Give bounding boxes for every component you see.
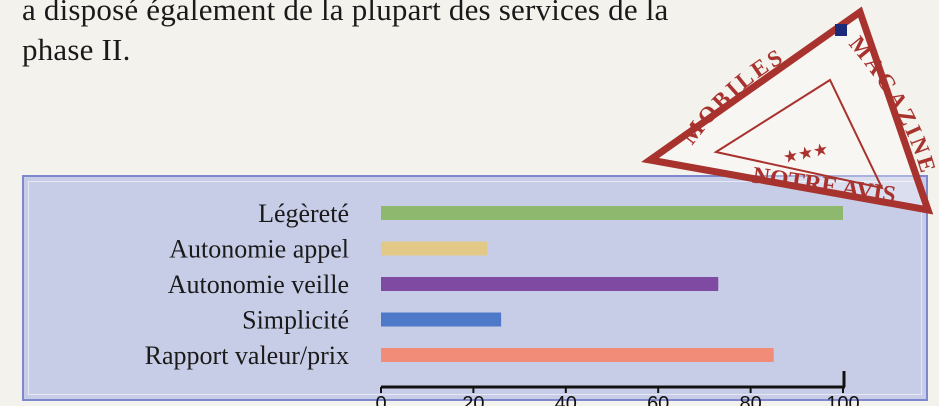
stamp-inner-border <box>713 78 884 190</box>
bar <box>381 277 719 291</box>
bar <box>381 312 502 327</box>
category-label: Rapport valeur/prix <box>145 341 349 370</box>
category-label: Simplicité <box>242 306 349 335</box>
category-label: Légèreté <box>258 199 349 228</box>
x-tick-label: 0 <box>375 393 386 406</box>
x-tick-label: 40 <box>555 393 577 406</box>
x-tick-label: 20 <box>462 393 484 406</box>
x-tick-label: 80 <box>739 393 761 406</box>
article-text: a disposé également de la plupart des se… <box>22 0 922 70</box>
stamp-square-icon <box>835 24 847 36</box>
article-line-2: phase II. <box>22 32 131 67</box>
bar <box>381 241 488 256</box>
bar <box>381 206 843 220</box>
x-tick-label: 100 <box>826 393 859 406</box>
article-line-1: a disposé également de la plupart des se… <box>22 0 669 27</box>
x-tick-label: 60 <box>647 393 669 406</box>
category-label: Autonomie appel <box>169 235 349 264</box>
bar <box>381 348 774 362</box>
category-label: Autonomie veille <box>168 270 349 299</box>
stamp-border <box>641 6 934 215</box>
